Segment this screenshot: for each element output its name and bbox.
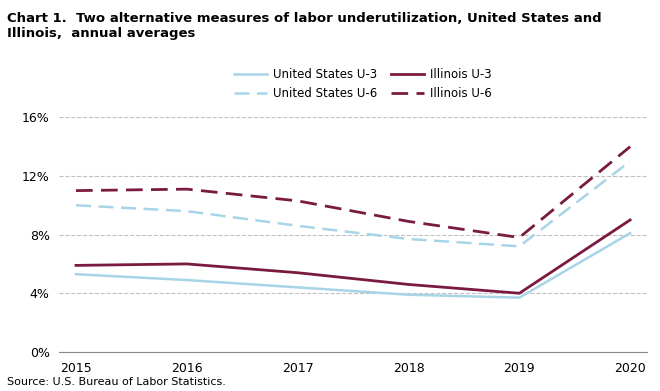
United States U-3 [183,278,191,282]
Line: Illinois U-6: Illinois U-6 [76,147,630,237]
United States U-6 [183,209,191,213]
Line: United States U-6: United States U-6 [76,161,630,246]
Illinois U-6 [183,187,191,192]
Illinois U-3 [183,262,191,266]
Illinois U-6 [626,144,634,149]
Text: Chart 1.  Two alternative measures of labor underutilization, United States and
: Chart 1. Two alternative measures of lab… [7,12,601,40]
Illinois U-3 [294,271,302,275]
Illinois U-3 [515,291,523,296]
United States U-3 [405,292,412,297]
Line: Illinois U-3: Illinois U-3 [76,220,630,293]
Illinois U-3 [405,282,412,287]
Illinois U-6 [405,219,412,224]
United States U-6 [294,224,302,228]
Illinois U-6 [72,188,80,193]
United States U-6 [72,203,80,208]
Text: Source: U.S. Bureau of Labor Statistics.: Source: U.S. Bureau of Labor Statistics. [7,377,226,387]
Illinois U-6 [515,235,523,240]
Illinois U-6 [294,199,302,203]
Line: United States U-3: United States U-3 [76,233,630,298]
United States U-6 [405,237,412,241]
Illinois U-3 [626,217,634,222]
United States U-3 [626,231,634,235]
Legend: United States U-3, United States U-6, Illinois U-3, Illinois U-6: United States U-3, United States U-6, Il… [234,68,492,100]
Illinois U-3 [72,263,80,268]
United States U-3 [72,272,80,276]
United States U-3 [294,285,302,290]
United States U-6 [626,159,634,163]
United States U-6 [515,244,523,249]
United States U-3 [515,295,523,300]
